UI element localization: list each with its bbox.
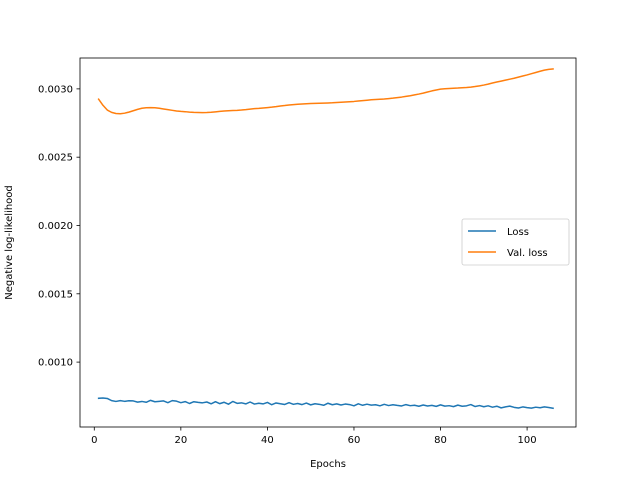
series-layer [97, 68, 554, 410]
plot-frame [79, 57, 577, 428]
series-line-0 [97, 397, 554, 410]
legend-label-0: Loss [507, 227, 529, 238]
legend-label-1: Val. loss [507, 248, 548, 259]
x-axis: 0 20 40 60 80 100 [91, 427, 537, 446]
x-tick-label: 20 [174, 435, 187, 446]
legend: Loss Val. loss [461, 218, 570, 266]
x-axis-label: Epochs [310, 459, 346, 470]
y-axis-label: Negative log-likelihood [4, 185, 15, 300]
y-tick-label: 0.0015 [38, 289, 73, 300]
x-tick-label: 40 [261, 435, 274, 446]
x-tick-label: 80 [434, 435, 447, 446]
y-tick-label: 0.0030 [38, 84, 73, 95]
y-tick-label: 0.0025 [38, 153, 73, 164]
y-tick-label: 0.0020 [38, 221, 73, 232]
series-line-1 [97, 68, 554, 115]
y-tick-label: 0.0010 [38, 358, 73, 369]
x-tick-label: 0 [91, 435, 97, 446]
y-axis: 0.0010 0.0015 0.0020 0.0025 0.0030 [38, 84, 80, 369]
x-tick-label: 100 [518, 435, 537, 446]
x-tick-label: 60 [348, 435, 361, 446]
